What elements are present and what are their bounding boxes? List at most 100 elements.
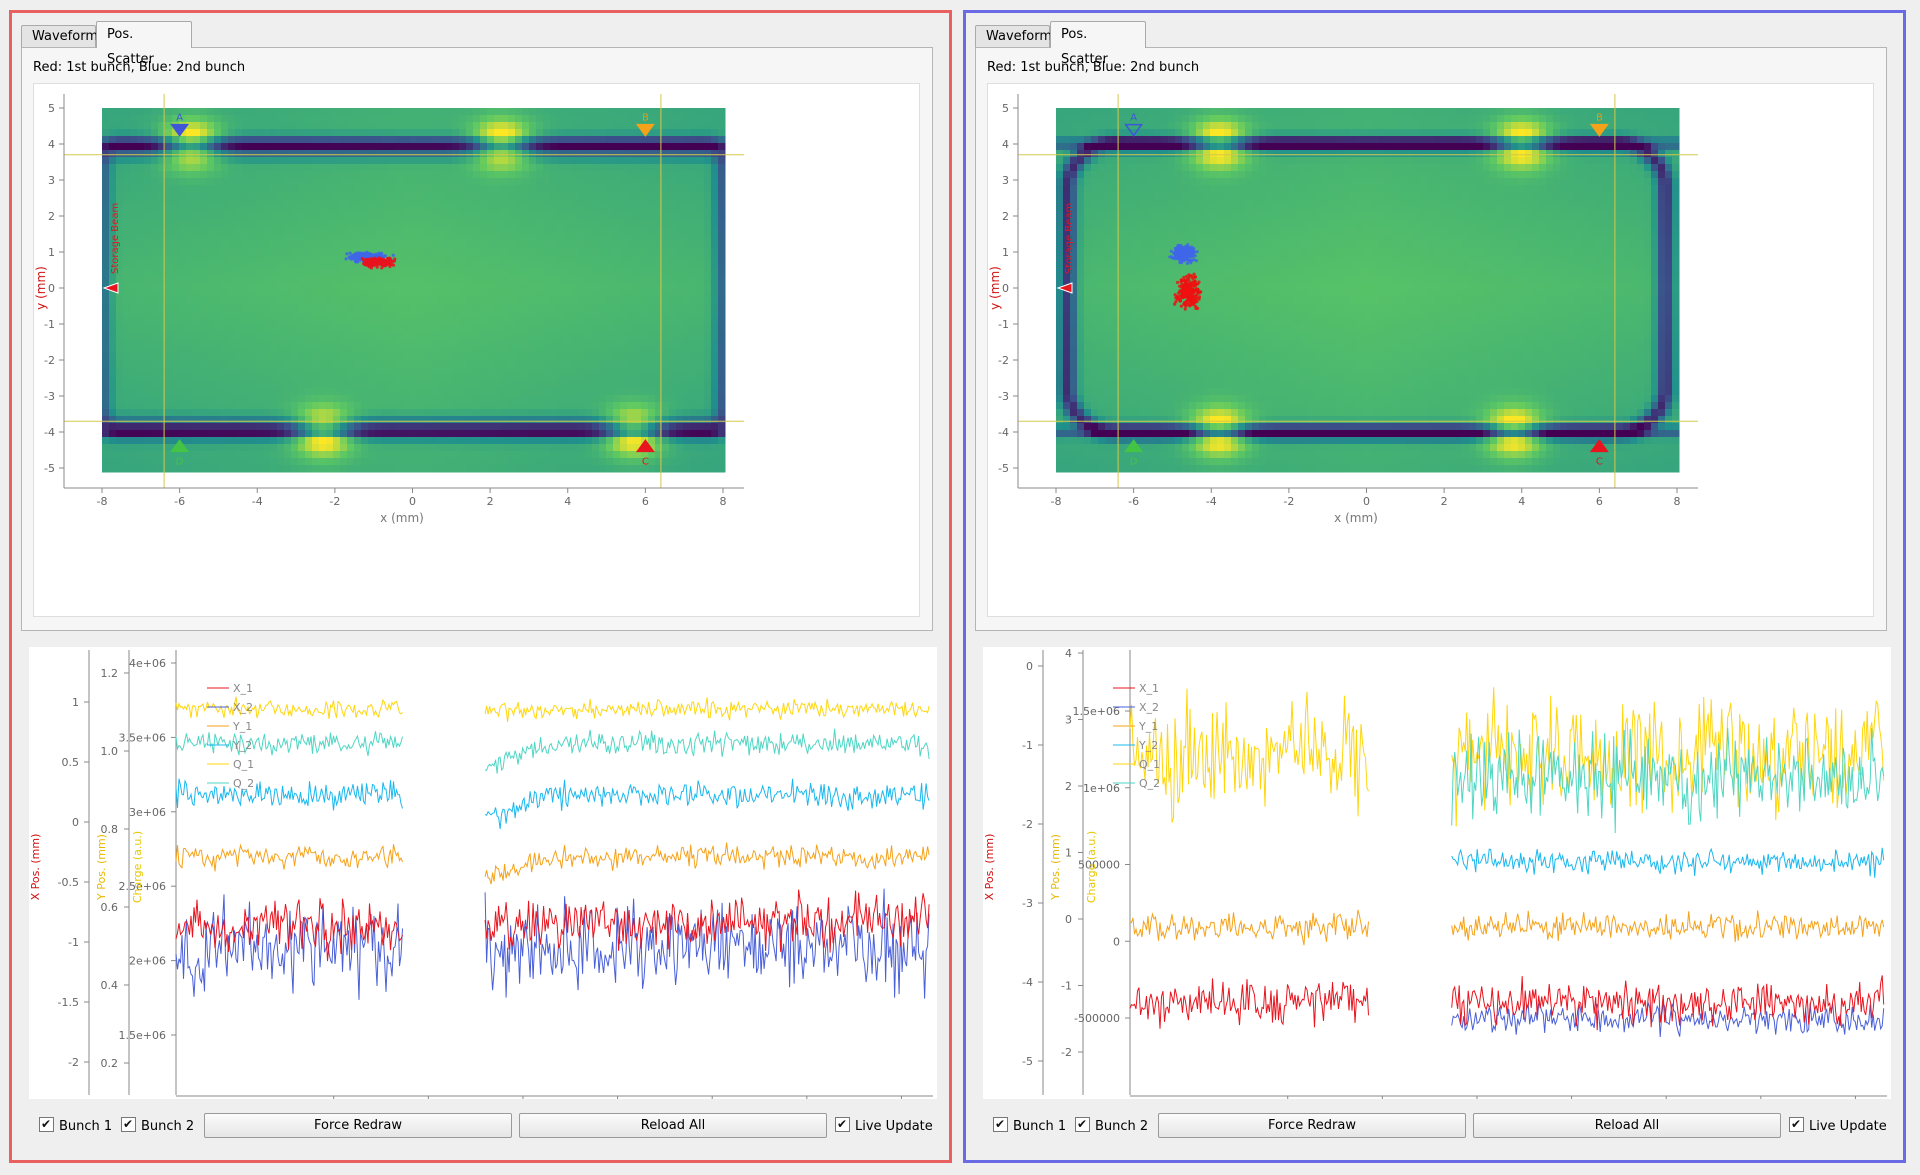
heatmap-cell [452,220,460,228]
heatmap-cell [116,213,124,221]
heatmap-cell [487,458,495,466]
heatmap-cell [200,374,208,382]
heatmap-cell [648,241,656,249]
heatmap-cell [438,178,446,186]
heatmap-cell [102,283,110,291]
heatmap-cell [445,395,453,403]
heatmap-cell [683,465,691,473]
heatmap-cell [284,388,292,396]
heatmap-cell [620,241,628,249]
heatmap-cell [207,423,215,431]
heatmap-cell [599,136,607,144]
heatmap-cell [655,150,663,158]
heatmap-cell [459,199,467,207]
heatmap-cell [165,465,173,473]
heatmap-cell [494,115,502,123]
heatmap-cell [522,178,530,186]
heatmap-cell [319,192,327,200]
heatmap-cell [634,465,642,473]
heatmap-cell [655,451,663,459]
heatmap-cell [347,360,355,368]
heatmap-cell [312,234,320,242]
heatmap-cell [284,325,292,333]
heatmap-cell [228,353,236,361]
heatmap-cell [662,234,670,242]
heatmap-cell [662,213,670,221]
heatmap-cell [242,451,250,459]
heatmap-cell [438,318,446,326]
heatmap-cell [578,395,586,403]
heatmap-cell [361,339,369,347]
heatmap-cell [200,143,208,151]
heatmap-cell [137,311,145,319]
heatmap-cell [207,409,215,417]
heatmap-cell [333,206,341,214]
heatmap-cell [452,388,460,396]
heatmap-cell [382,451,390,459]
position-scatter-plot[interactable]: 5 4 3 2 1 0 -1 -2 -3 -4 -5 -8 -6 -4 -2 0 2 4 6 8 x (mm) y (mm… [33,83,920,617]
tab-pos-scatter[interactable]: Pos. Scatter [96,21,192,67]
heatmap-cell [690,367,698,375]
heatmap-cell [151,311,159,319]
heatmap-cell [284,108,292,116]
heatmap-cell [634,311,642,319]
heatmap-cell [123,437,131,445]
heatmap-cell [403,227,411,235]
heatmap-cell [438,164,446,172]
heatmap-cell [200,115,208,123]
heatmap-cell [284,115,292,123]
heatmap-cell [172,430,180,438]
tab-waveform[interactable]: Waveform [21,25,98,47]
heatmap-cell [389,164,397,172]
heatmap-cell [109,332,117,340]
heatmap-cell [158,283,166,291]
heatmap-cell [529,297,537,305]
heatmap-cell [382,388,390,396]
heatmap-cell [627,213,635,221]
heatmap-cell [151,290,159,298]
heatmap-cell [319,437,327,445]
heatmap-cell [515,374,523,382]
heatmap-cell [249,318,257,326]
heatmap-cell [557,157,565,165]
heatmap-cell [578,325,586,333]
heatmap-cell [403,451,411,459]
heatmap-cell [130,423,138,431]
heatmap-cell [557,423,565,431]
heatmap-cell [452,409,460,417]
heatmap-cell [424,458,432,466]
heatmap-cell [284,346,292,354]
heatmap-cell [312,192,320,200]
heatmap-cell [627,290,635,298]
heatmap-cell [368,374,376,382]
heatmap-cell [487,122,495,130]
heatmap-cell [410,339,418,347]
heatmap-cell [508,451,516,459]
heatmap-cell [375,213,383,221]
heatmap-cell [193,213,201,221]
heatmap-cell [361,192,369,200]
heatmap-cell [207,171,215,179]
heatmap-cell [494,269,502,277]
heatmap-cell [284,430,292,438]
heatmap-cell [284,136,292,144]
heatmap-cell [585,115,593,123]
heatmap-cell [585,318,593,326]
heatmap-cell [655,143,663,151]
heatmap-cell [648,409,656,417]
heatmap-cell [305,332,313,340]
heatmap-cell [718,325,726,333]
heatmap-cell [683,346,691,354]
heatmap-cell [606,430,614,438]
heatmap-cell [256,185,264,193]
heatmap-cell [473,423,481,431]
heatmap-cell [193,143,201,151]
heatmap-cell [389,206,397,214]
heatmap-cell [305,353,313,361]
heatmap-cell [347,465,355,473]
heatmap-cell [242,129,250,137]
heatmap-cell [403,269,411,277]
heatmap-cell [144,157,152,165]
heatmap-cell [627,220,635,228]
